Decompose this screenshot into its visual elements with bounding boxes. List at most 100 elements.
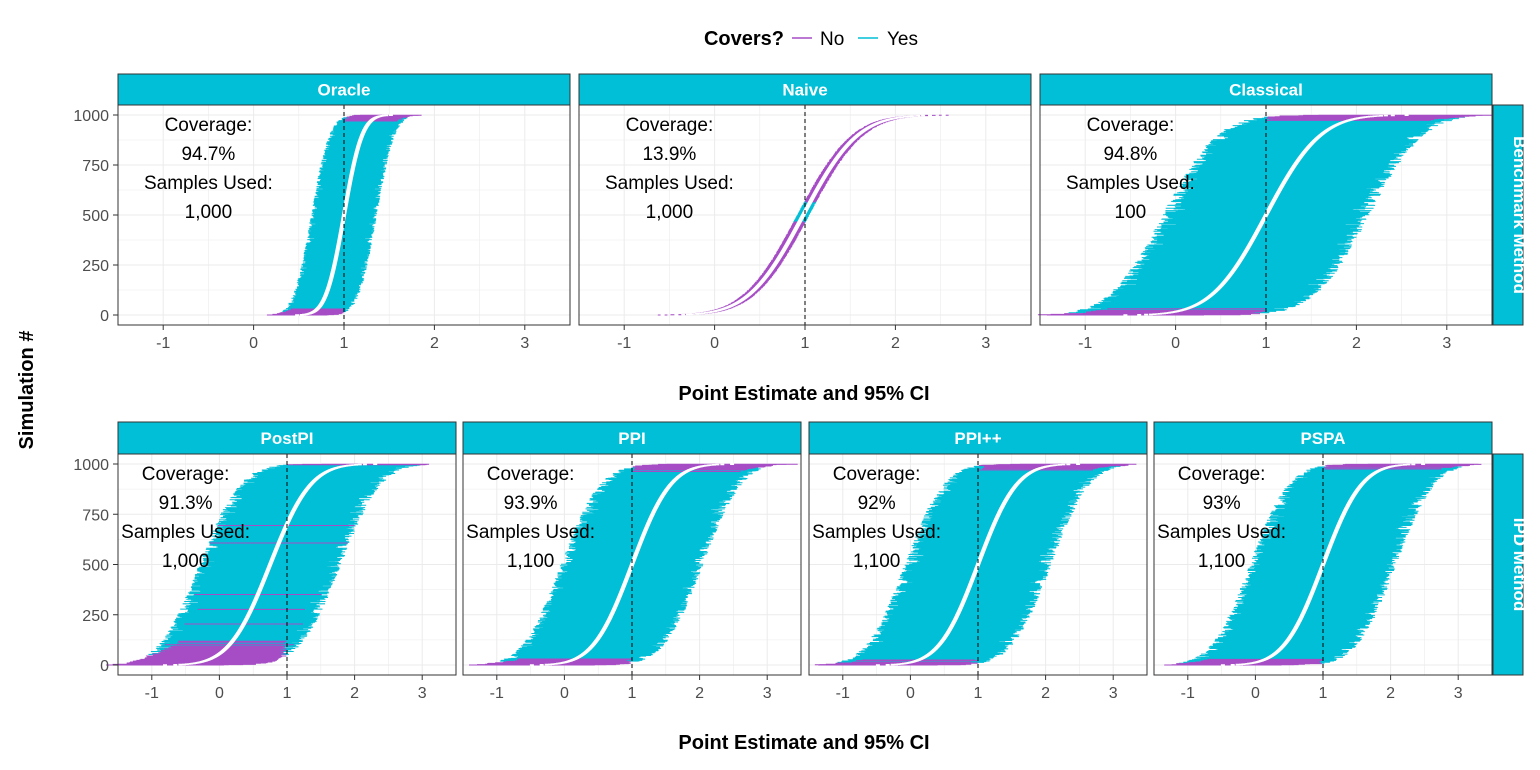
point-estimates (1123, 114, 1409, 316)
y-tick-label: 250 (82, 608, 109, 625)
x-tick-label: 2 (695, 685, 704, 702)
panel-classical: Coverage: 94.8% Samples Used: 100 Classical -… (1037, 73, 1495, 352)
x-tick-label: 2 (1041, 685, 1050, 702)
panel-pspa: Coverage: 93% Samples Used: 1,100 PSPA -1 0 1 2 3 (1153, 421, 1493, 702)
row-strip-title: Benchmark Method (1510, 136, 1529, 294)
coverage-value: 13.9% (642, 144, 696, 165)
interval-segments (469, 463, 798, 666)
x-tick-label: -1 (490, 685, 504, 702)
x-tick-label: -1 (617, 335, 631, 352)
samples-label: Samples Used: (1066, 173, 1195, 194)
x-tick-label: 1 (628, 685, 637, 702)
strip-title: Naive (782, 81, 827, 100)
coverage-label: Coverage: (142, 464, 230, 485)
x-tick-label: 1 (1262, 335, 1271, 352)
x-tick-label: 1 (283, 685, 292, 702)
y-tick-label: 0 (100, 308, 109, 325)
y-tick-label: 500 (82, 208, 109, 225)
y-tick-label: 1000 (73, 457, 109, 474)
coverage-label: Coverage: (165, 115, 253, 136)
row-strip-1: IPD Method (1492, 453, 1529, 676)
strip-title: PPI (618, 429, 645, 448)
coverage-value: 94.7% (181, 144, 235, 165)
x-tick-label: 3 (418, 685, 427, 702)
x-tick-label: 3 (1442, 335, 1451, 352)
row-strip (1492, 104, 1524, 326)
x-tick-label: 0 (249, 335, 258, 352)
x-tick-label: 0 (710, 335, 719, 352)
x-tick-label: 1 (801, 335, 810, 352)
strip (1153, 421, 1493, 455)
interval-segments (266, 114, 422, 316)
coverage-label: Coverage: (1087, 115, 1175, 136)
coverage-label: Coverage: (833, 464, 921, 485)
x-tick-label: -1 (156, 335, 170, 352)
samples-value: 1,000 (162, 551, 210, 572)
x-tick-label: 0 (1251, 685, 1260, 702)
strip (578, 73, 1032, 106)
legend-title: Covers? (704, 28, 784, 50)
x-tick-label: -1 (836, 685, 850, 702)
strip (462, 421, 802, 455)
point-estimates (1220, 463, 1426, 666)
coverage-value: 91.3% (159, 493, 213, 514)
legend-label-no: No (820, 29, 844, 50)
panel-postpi: Coverage: 91.3% Samples Used: 1,000 PostPI -1… (73, 421, 457, 702)
interval-segments (1164, 463, 1482, 666)
samples-label: Samples Used: (144, 173, 273, 194)
x-tick-label: 1 (974, 685, 983, 702)
y-tick-label: 250 (82, 258, 109, 275)
coverage-value: 93% (1203, 493, 1241, 514)
row-strip-title: IPD Method (1510, 518, 1529, 612)
x-tick-label: 3 (981, 335, 990, 352)
samples-value: 1,000 (185, 202, 233, 223)
samples-label: Samples Used: (812, 522, 941, 543)
legend-label-yes: Yes (887, 29, 918, 50)
panel-ppi: Coverage: 93.9% Samples Used: 1,100 PPI -1 0 1 2… (462, 421, 802, 702)
samples-label: Samples Used: (466, 522, 595, 543)
x-tick-label: 2 (1386, 685, 1395, 702)
legend: Covers? No Yes (704, 28, 918, 50)
point-estimates (660, 114, 946, 316)
interval-segments (657, 114, 949, 316)
x-tick-label: 3 (763, 685, 772, 702)
y-tick-label: 1000 (73, 108, 109, 125)
coverage-label: Coverage: (1178, 464, 1266, 485)
x-axis-title-ipd: Point Estimate and 95% CI (678, 732, 929, 754)
x-tick-label: 0 (906, 685, 915, 702)
coverage-value: 93.9% (504, 493, 558, 514)
panel-oracle: Coverage: 94.7% Samples Used: 1,000 Oracle -1… (73, 73, 571, 352)
strip-title: Classical (1229, 81, 1303, 100)
y-tick-label: 500 (82, 558, 109, 575)
samples-value: 1,000 (646, 202, 694, 223)
x-tick-label: 2 (430, 335, 439, 352)
strip-title: PSPA (1300, 429, 1345, 448)
strip (117, 73, 571, 106)
y-tick-label: 750 (82, 507, 109, 524)
point-estimates (163, 463, 378, 666)
y-axis-title: Simulation # (16, 331, 38, 450)
y-tick-label: 750 (82, 158, 109, 175)
x-tick-label: -1 (1078, 335, 1092, 352)
x-tick-label: 0 (215, 685, 224, 702)
panel-ppiplusplus: Coverage: 92% Samples Used: 1,100 PPI++ -1 0 1 2… (808, 421, 1148, 702)
interval-segments (1037, 114, 1495, 316)
facet-panels: Coverage: 94.7% Samples Used: 1,000 Oracle -1… (73, 73, 1529, 702)
x-tick-label: 0 (1171, 335, 1180, 352)
row-strip-0: Benchmark Method (1492, 104, 1529, 326)
x-tick-label: 1 (340, 335, 349, 352)
strip (117, 421, 457, 455)
y-tick-label: 0 (100, 658, 109, 675)
x-tick-label: 3 (1109, 685, 1118, 702)
samples-value: 1,100 (1198, 551, 1246, 572)
point-estimates (295, 114, 393, 316)
strip-title: PostPI (261, 429, 314, 448)
x-tick-label: 3 (1454, 685, 1463, 702)
point-estimates (529, 463, 735, 666)
x-tick-label: 2 (350, 685, 359, 702)
panel-naive: Coverage: 13.9% Samples Used: 1,000 Naive -1 0… (578, 73, 1032, 352)
samples-label: Samples Used: (605, 173, 734, 194)
interval-segments (814, 463, 1137, 666)
coverage-label: Coverage: (487, 464, 575, 485)
